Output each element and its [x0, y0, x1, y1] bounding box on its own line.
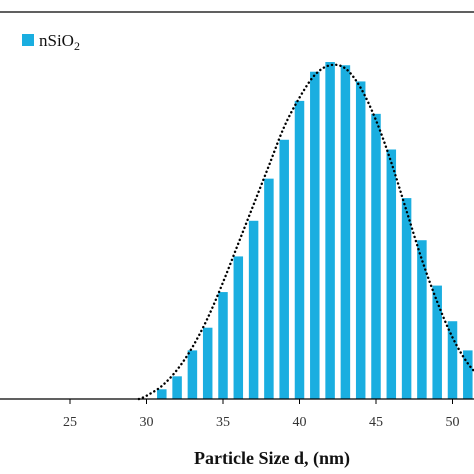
- bar-series: [157, 62, 473, 400]
- bar: [371, 113, 381, 399]
- bar: [202, 327, 213, 399]
- x-axis-tick-labels: 25 30 35 40 45 50: [63, 415, 460, 430]
- bar: [218, 292, 228, 399]
- x-axis-title: Particle Size d, (nm): [194, 448, 350, 469]
- x-tick-label: 30: [140, 415, 154, 430]
- bar: [157, 389, 167, 399]
- bar: [264, 178, 274, 399]
- x-tick-label: 45: [369, 415, 383, 430]
- x-tick-label: 40: [293, 415, 307, 430]
- legend-label-subscript: 2: [74, 39, 80, 53]
- bar: [233, 256, 244, 399]
- legend-label-main: nSiO: [39, 31, 74, 50]
- bar: [294, 100, 305, 399]
- legend-label: nSiO2: [39, 31, 80, 53]
- bar: [279, 139, 289, 399]
- bar: [463, 350, 473, 399]
- bar: [325, 62, 335, 399]
- x-tick-label: 50: [446, 415, 460, 430]
- x-axis-ticks: [69, 399, 453, 404]
- bar: [432, 285, 442, 399]
- x-tick-label: 25: [63, 415, 77, 430]
- bar: [248, 220, 259, 399]
- x-tick-label: 35: [216, 415, 230, 430]
- legend-swatch: [22, 34, 34, 46]
- bar: [172, 376, 182, 399]
- bar: [340, 65, 351, 400]
- legend: nSiO2: [22, 31, 80, 53]
- bar: [417, 240, 427, 399]
- fit-curve: [137, 63, 474, 401]
- bar: [187, 350, 198, 399]
- bar: [447, 321, 458, 399]
- bar: [386, 149, 397, 399]
- bar: [401, 198, 412, 399]
- bar: [310, 71, 320, 399]
- bar: [355, 81, 366, 399]
